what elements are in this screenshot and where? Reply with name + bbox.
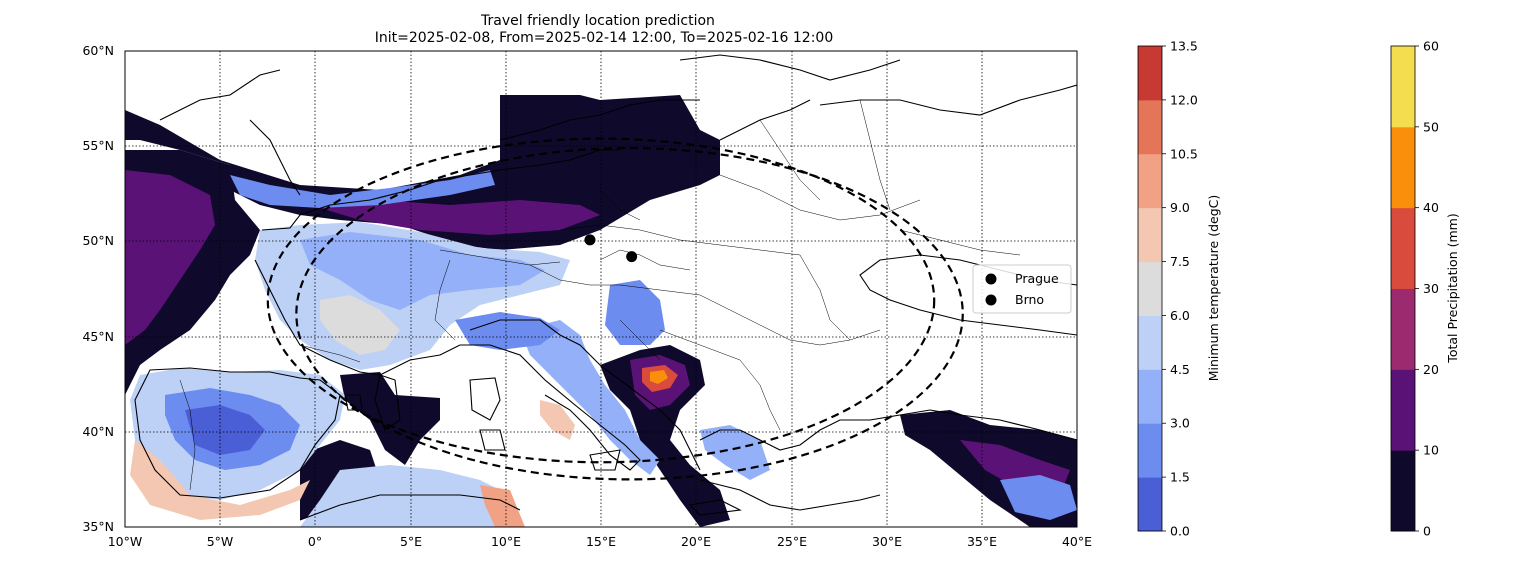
temperature-colorbar-tick-label: 10.5 (1170, 146, 1198, 161)
temp-area-italy (520, 320, 660, 475)
temperature-colorbar-segment (1138, 99, 1162, 155)
legend-label-prague: Prague (1015, 271, 1059, 286)
temperature-colorbar-segment (1138, 369, 1162, 424)
precipitation-colorbar: 0 10 20 30 40 50 60 Total Precipitation (mm) (1390, 39, 1460, 539)
temperature-colorbar-tick-label: 1.5 (1170, 470, 1190, 485)
legend-marker-prague (985, 273, 997, 285)
temperature-colorbar-segment (1138, 261, 1162, 316)
temperature-colorbar-tick-label: 6.0 (1170, 308, 1190, 323)
temp-area-africa-warm (480, 485, 525, 527)
temperature-colorbar-label: Minimum temperature (degC) (1206, 195, 1221, 382)
temp-area-africa (300, 465, 520, 527)
country-borders (179, 99, 1021, 491)
precip-area-balkan-orange (650, 370, 668, 384)
precipitation-colorbar-segment (1391, 126, 1415, 209)
precipitation-colorbar-tick-label: 60 (1423, 39, 1439, 54)
precipitation-colorbar-segment (1391, 450, 1415, 532)
axis-tick-labels: 10°W 5°W 0° 5°E 10°E 15°E 20°E 25°E 30°E… (82, 43, 1092, 549)
temp-area-north-strip (230, 170, 495, 208)
location-marker-brno (626, 251, 638, 263)
lon-tick-label: 5°W (207, 534, 234, 549)
lat-tick-label: 55°N (82, 138, 114, 153)
temperature-colorbar-segment (1138, 315, 1162, 370)
precipitation-colorbar-label: Total Precipitation (mm) (1445, 213, 1460, 363)
map-panel (124, 50, 1078, 528)
lon-tick-label: 0° (308, 534, 322, 549)
temp-area-hungary (605, 280, 665, 345)
temperature-colorbar-segment (1138, 153, 1162, 209)
lat-tick-label: 35°N (82, 519, 114, 534)
map-frame (124, 50, 1078, 528)
precip-area-north-purple (310, 200, 600, 235)
precipitation-colorbar-segment (1391, 369, 1415, 451)
temp-area-adriatic (455, 312, 560, 350)
lon-tick-label: 5°E (400, 534, 422, 549)
precip-area-sardinia (340, 372, 440, 465)
range-circles (266, 137, 964, 481)
temperature-colorbar-tick-label: 12.0 (1170, 92, 1198, 107)
temperature-colorbar-segment (1138, 477, 1162, 532)
temperature-colorbar: 0.0 1.5 3.0 4.5 6.0 7.5 9.0 10.5 12.0 13.5 Minimu… (1137, 39, 1221, 539)
lon-tick-label: 10°W (108, 534, 143, 549)
legend-marker-brno (985, 294, 997, 306)
legend-box (972, 264, 1072, 314)
temperature-colorbar-tick-label: 0.0 (1170, 524, 1190, 539)
temperature-colorbar-tick-label: 7.5 (1170, 254, 1190, 269)
temp-area-greece (700, 425, 770, 480)
temperature-colorbar-segment (1138, 46, 1162, 101)
temperature-colorbar-tick-label: 13.5 (1170, 39, 1198, 54)
precipitation-colorbar-segment (1391, 46, 1415, 128)
precip-area-balkan (600, 345, 730, 527)
precipitation-colorbar-tick-label: 30 (1423, 281, 1439, 296)
lon-tick-label: 20°E (681, 534, 711, 549)
precipitation-colorbar-segment (1391, 288, 1415, 370)
legend: Prague Brno (972, 264, 1072, 314)
precip-area-west-purple (125, 170, 215, 345)
temperature-colorbar-frame (1137, 45, 1163, 532)
precipitation-colorbar-tick-label: 0 (1423, 524, 1431, 539)
lon-tick-label: 35°E (967, 534, 997, 549)
precipitation-colorbar-tick-label: 20 (1423, 362, 1439, 377)
temperature-colorbar-tick-label: 9.0 (1170, 200, 1190, 215)
range-circle (266, 137, 936, 464)
lat-tick-label: 40°N (82, 424, 114, 439)
temperature-colorbar-tick-label: 4.5 (1170, 362, 1190, 377)
legend-label-brno: Brno (1015, 292, 1044, 307)
precipitation-colorbar-segment (1391, 207, 1415, 289)
precipitation-layer (125, 95, 1077, 527)
location-marker-prague (584, 234, 596, 246)
title-line-2: Init=2025-02-08, From=2025-02-14 12:00, … (375, 30, 833, 46)
lon-tick-label: 30°E (872, 534, 902, 549)
lat-tick-label: 50°N (82, 233, 114, 248)
precipitation-colorbar-tick-label: 10 (1423, 443, 1439, 458)
temp-area-east-blue (1000, 475, 1077, 520)
temperature-colorbar-tick-label: 3.0 (1170, 416, 1190, 431)
temperature-colorbar-segment (1138, 423, 1162, 478)
lon-tick-label: 15°E (586, 534, 616, 549)
lat-tick-label: 60°N (82, 43, 114, 58)
location-markers (584, 234, 638, 263)
temp-area-iberia-darkblue (185, 405, 265, 455)
precipitation-colorbar-tick-label: 50 (1423, 119, 1439, 134)
lon-tick-label: 10°E (491, 534, 521, 549)
temperature-colorbar-segment (1138, 207, 1162, 263)
range-circle (295, 147, 964, 481)
lat-tick-label: 45°N (82, 329, 114, 344)
temp-area-iberia-warm (130, 440, 310, 520)
temp-area-italy-warm (540, 400, 575, 440)
lon-tick-label: 40°E (1062, 534, 1092, 549)
temp-area-france-grey (320, 295, 400, 355)
title-line-1: Travel friendly location prediction (480, 13, 715, 29)
precipitation-colorbar-tick-label: 40 (1423, 200, 1439, 215)
lon-tick-label: 25°E (777, 534, 807, 549)
temp-area-france-blue (300, 232, 545, 310)
